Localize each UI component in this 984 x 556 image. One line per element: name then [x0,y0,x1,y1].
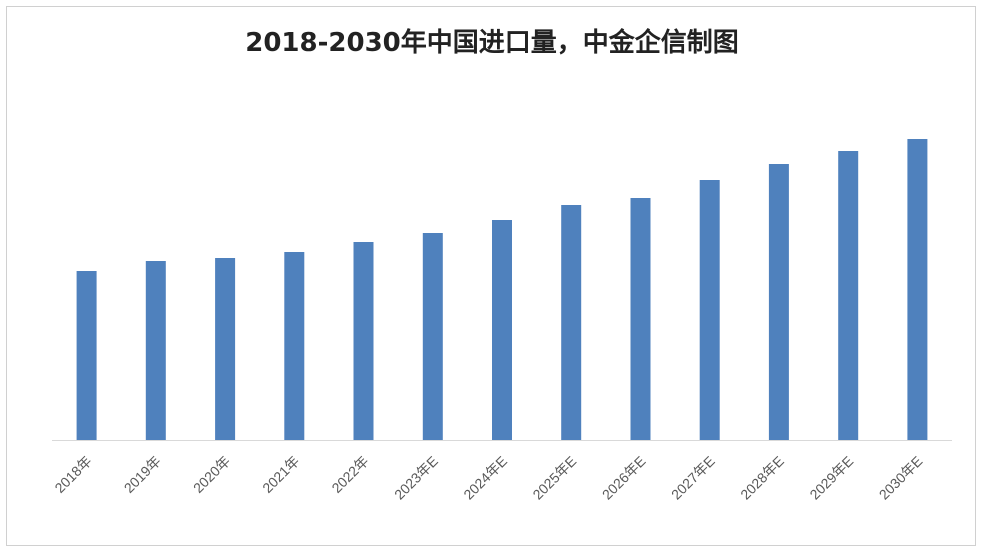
x-tick-label: 2018年 [51,453,94,496]
x-tick-label: 2019年 [121,453,164,496]
x-tick-label: 2026年E [599,453,649,503]
bar-2023年E [422,233,443,440]
x-tick-label: 2029年E [806,453,856,503]
x-tick-labels: 2018年 2019年 2020年 2021年 2022年 2023年E 2024年E 202… [51,453,925,503]
x-tick-label: 2025年E [529,453,579,503]
bar-2026年E [630,198,651,440]
bar-2020年 [215,258,236,440]
bar-2029年E [838,151,859,440]
x-tick-label: 2027年E [668,453,718,503]
bars-group [76,139,928,440]
chart-title: 2018-2030年中国进口量，中金企信制图 [245,28,739,58]
bar-2027年E [699,180,720,440]
x-tick-label: 2030年E [876,453,926,503]
chart-frame [6,6,976,546]
x-tick-label: 2022年 [328,453,371,496]
x-tick-label: 2020年 [190,453,233,496]
x-tick-label: 2028年E [737,453,787,503]
x-tick-label: 2024年E [460,453,510,503]
bar-2024年E [492,220,512,440]
bar-2028年E [768,164,789,440]
bar-2030年E [907,139,928,440]
x-tick-label: 2021年 [259,453,302,496]
bar-2021年 [284,252,305,440]
bar-2018年 [76,271,97,440]
bar-2022年 [353,242,374,440]
x-tick-label: 2023年E [391,453,441,503]
bar-2019年 [145,261,166,440]
bar-2025年E [561,205,582,440]
